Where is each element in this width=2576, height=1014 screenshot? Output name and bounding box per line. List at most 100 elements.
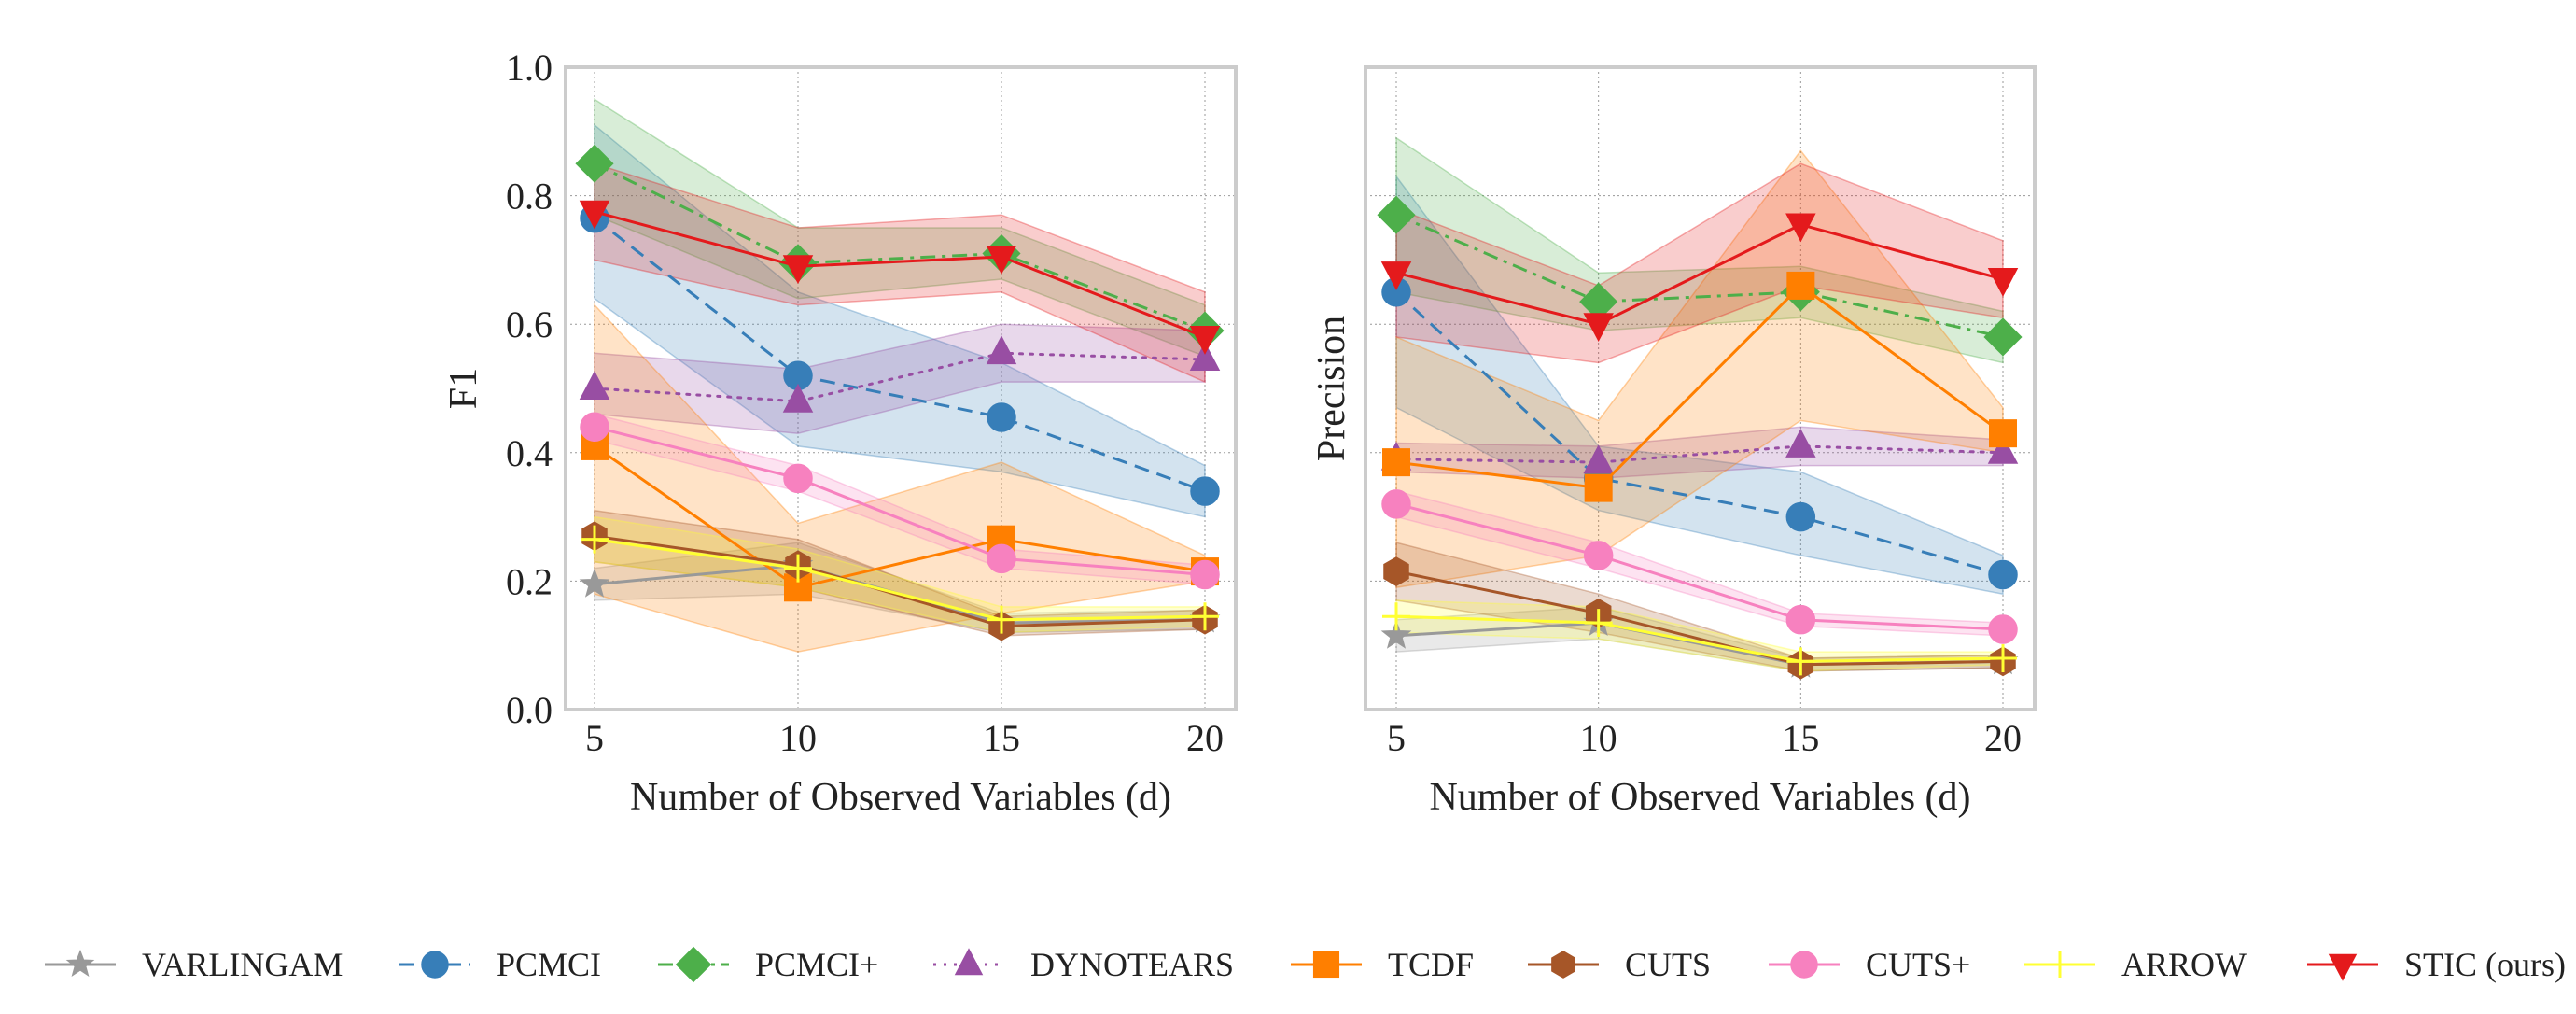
legend-item-cuts: CUTS — [1528, 946, 1711, 983]
point-stic-ours — [986, 245, 1017, 275]
legend-item-varlingam: VARLINGAM — [45, 946, 343, 983]
legend-item-arrow: ARROW — [2024, 946, 2247, 983]
point-dynotears — [1785, 429, 1816, 458]
y-tick-label: 0.4 — [506, 432, 553, 474]
legend-label: CUTS+ — [1866, 946, 1970, 983]
point-cuts — [987, 543, 1016, 574]
point-stic-ours — [1189, 325, 1221, 355]
point-cuts — [1785, 604, 1816, 635]
x-tick-label: 15 — [983, 717, 1020, 759]
series-arrow — [581, 525, 1219, 634]
point-stic-ours — [1380, 261, 1412, 291]
legend-label: STIC (ours) — [2404, 946, 2566, 983]
x-tick-label: 5 — [585, 717, 604, 759]
axes-frame — [1364, 65, 2037, 711]
line-stic-ours — [1395, 223, 2004, 326]
line-cuts — [594, 534, 1206, 628]
point-cuts — [1383, 556, 1409, 586]
series-dynotears — [579, 335, 1221, 413]
point-cuts — [783, 463, 813, 494]
point-dynotears — [986, 335, 1017, 365]
point-stic-ours — [1583, 313, 1614, 343]
line-cuts — [594, 425, 1206, 576]
line-dynotears — [1394, 444, 2005, 464]
precision-chart: 5 10 15 20 Number of Observed Variables (d) P… — [1310, 65, 2037, 819]
legend-marker — [1312, 951, 1340, 979]
legend-label: PCMCI — [497, 946, 601, 983]
line-tcdf — [1395, 283, 2004, 490]
point-pcmci — [987, 402, 1016, 432]
line-pcmci — [1394, 290, 2004, 576]
legend-item-pcmci: PCMCI — [399, 946, 601, 983]
legend-marker — [1790, 951, 1818, 979]
point-arrow — [1989, 643, 2017, 672]
y-axis-label: F1 — [442, 368, 485, 409]
band-stic-ours — [1395, 162, 2004, 364]
point-arrow — [784, 554, 812, 583]
point-cuts — [1190, 559, 1220, 590]
line-cuts — [1395, 502, 2004, 631]
point-stic-ours — [579, 200, 610, 230]
series-cuts — [1383, 556, 2016, 680]
band-pcmci — [1395, 136, 2004, 364]
point-arrow — [1382, 602, 1410, 631]
point-pcmci — [1785, 501, 1816, 532]
legend-label: DYNOTEARS — [1030, 946, 1234, 983]
y-tick-label: 0.6 — [506, 303, 553, 345]
legend-marker — [421, 951, 449, 979]
series-stic-ours — [579, 200, 1221, 355]
x-axis-label: Number of Observed Variables (d) — [1429, 776, 1970, 819]
series-stic-ours — [1380, 213, 2019, 343]
point-pcmci — [1988, 559, 2018, 590]
x-tick-label: 5 — [1387, 717, 1406, 759]
legend-label: CUTS — [1625, 946, 1711, 983]
line-stic-ours — [594, 210, 1206, 339]
point-tcdf — [1382, 448, 1410, 477]
legend-marker — [1551, 951, 1575, 979]
band-pcmci — [594, 123, 1206, 518]
line-pcmci — [594, 217, 1206, 493]
series-arrow — [1382, 602, 2017, 676]
y-tick-label: 0.0 — [506, 689, 553, 731]
line-pcmci — [1395, 213, 2004, 339]
legend-item-dynotears: DYNOTEARS — [933, 946, 1234, 983]
point-varlingam — [1380, 619, 1412, 649]
point-cuts — [1988, 614, 2018, 644]
series-tcdf — [1382, 271, 2017, 502]
legend-item-stic-ours: STIC (ours) — [2307, 946, 2566, 983]
point-tcdf — [1989, 419, 2017, 448]
band-dynotears — [594, 323, 1206, 434]
series-cuts — [580, 412, 1220, 590]
y-tick-label: 0.2 — [506, 560, 553, 602]
x-tick-label: 20 — [1984, 717, 2022, 759]
plot-area — [566, 67, 1236, 710]
point-varlingam — [579, 568, 610, 598]
point-arrow — [1786, 647, 1815, 676]
point-pcmci — [1377, 195, 1416, 234]
legend-item-cuts: CUTS+ — [1769, 946, 1970, 983]
point-dynotears — [1189, 342, 1221, 372]
band-stic-ours — [594, 162, 1206, 384]
line-pcmci — [594, 162, 1206, 332]
legend-item-tcdf: TCDF — [1291, 946, 1474, 983]
point-stic-ours — [1987, 268, 2019, 297]
line-arrow — [1395, 614, 2004, 663]
legend-label: VARLINGAM — [142, 946, 343, 983]
x-tick-label: 10 — [779, 717, 817, 759]
legend-marker — [675, 946, 712, 983]
legend-label: TCDF — [1388, 946, 1474, 983]
point-stic-ours — [1785, 213, 1816, 243]
line-dynotears — [593, 351, 1207, 403]
point-cuts — [1381, 489, 1411, 519]
line-cuts — [1395, 570, 2004, 667]
band-dynotears — [1395, 426, 2004, 480]
legend-item-pcmci: PCMCI+ — [658, 946, 878, 983]
y-axis-label: Precision — [1310, 316, 1353, 461]
point-arrow — [1584, 609, 1613, 638]
point-arrow — [1191, 602, 1219, 631]
point-tcdf — [1584, 473, 1613, 502]
point-cuts — [580, 412, 609, 443]
point-dynotears — [782, 383, 814, 413]
axes-frame — [564, 65, 1238, 711]
